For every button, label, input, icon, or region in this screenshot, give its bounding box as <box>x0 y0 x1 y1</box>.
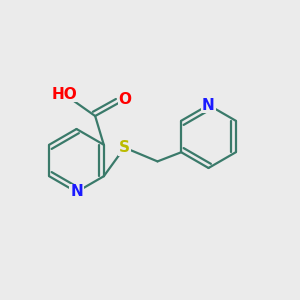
Text: S: S <box>119 140 130 155</box>
Text: O: O <box>118 92 131 107</box>
Text: HO: HO <box>51 87 77 102</box>
Text: N: N <box>202 98 215 112</box>
Text: N: N <box>70 184 83 200</box>
